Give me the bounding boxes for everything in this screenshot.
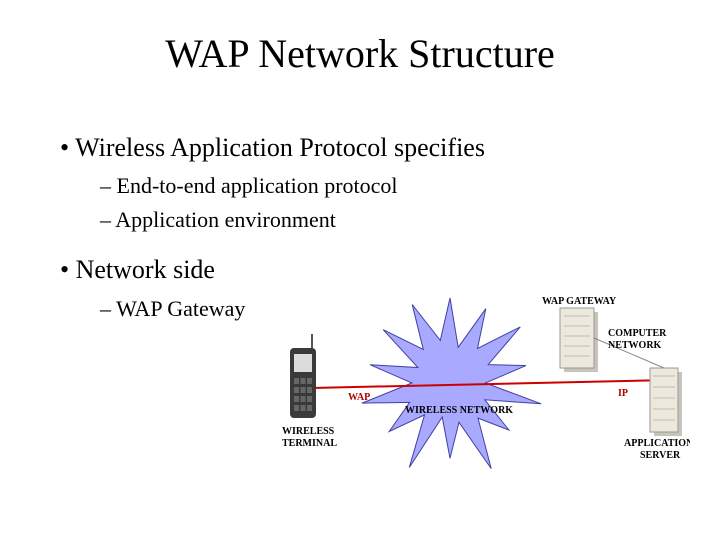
svg-text:NETWORK: NETWORK xyxy=(608,340,662,351)
svg-text:SERVER: SERVER xyxy=(640,450,681,461)
bullet-level1: Wireless Application Protocol specifies xyxy=(60,130,660,165)
svg-text:WIRELESS NETWORK: WIRELESS NETWORK xyxy=(405,405,513,416)
svg-text:WIRELESS: WIRELESS xyxy=(282,426,335,437)
svg-text:COMPUTER: COMPUTER xyxy=(608,328,667,339)
bullet-level2: End-to-end application protocol xyxy=(100,171,660,201)
bullet-level1: Network side xyxy=(60,252,660,287)
svg-text:IP: IP xyxy=(618,388,628,399)
network-diagram: WIRELESSTERMINAL WAP GATEWAY APPLICATIONSE… xyxy=(270,288,690,488)
spacer xyxy=(60,238,660,252)
bullet-level2: Application environment xyxy=(100,205,660,235)
slide-title: WAP Network Structure xyxy=(0,30,720,77)
svg-text:WAP GATEWAY: WAP GATEWAY xyxy=(542,296,617,307)
svg-text:WAP: WAP xyxy=(348,392,370,403)
slide: WAP Network Structure Wireless Applicati… xyxy=(0,0,720,540)
svg-text:APPLICATION: APPLICATION xyxy=(624,438,690,449)
svg-text:TERMINAL: TERMINAL xyxy=(282,438,337,449)
